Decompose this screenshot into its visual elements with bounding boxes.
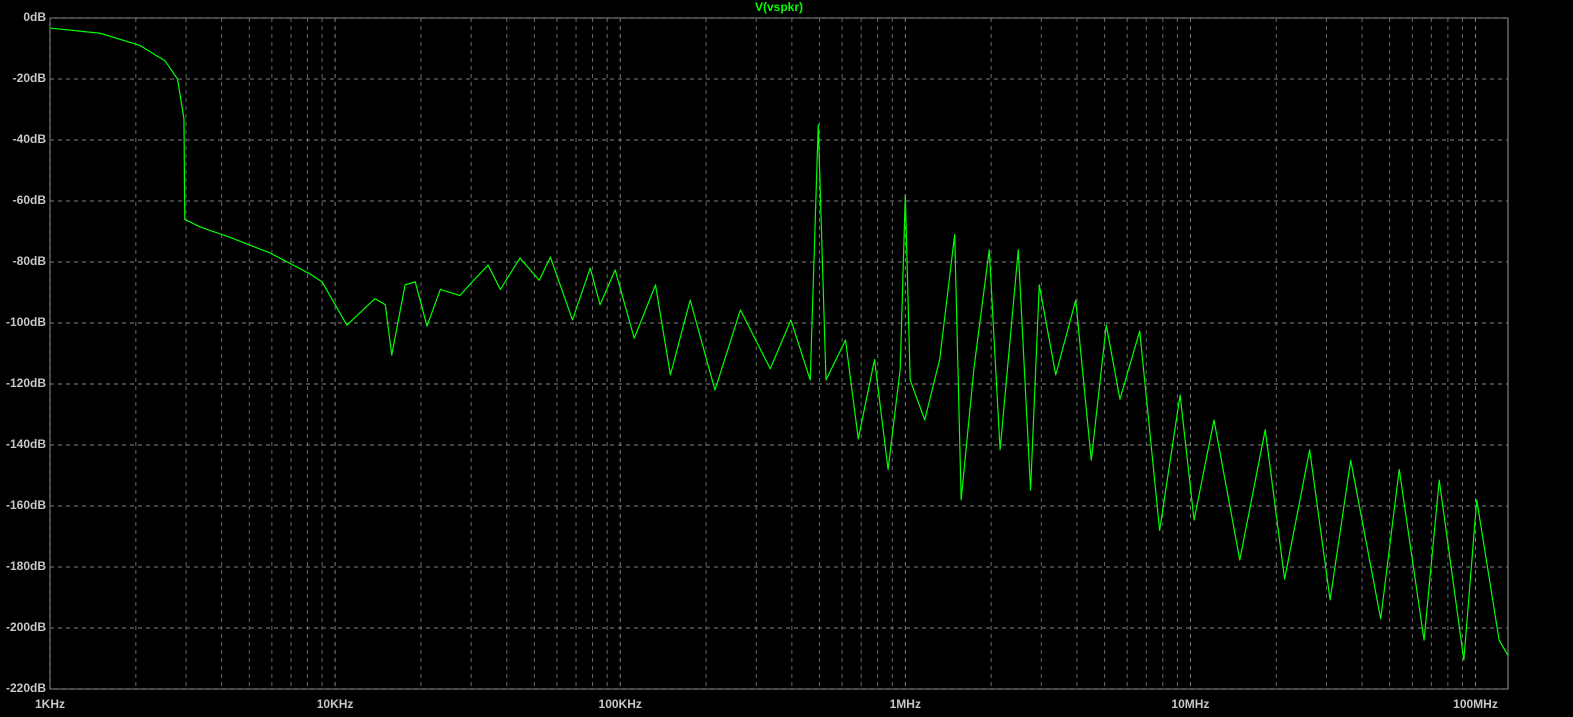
- chart-title: V(vspkr): [755, 0, 803, 14]
- x-tick-label: 10MHz: [1171, 697, 1209, 711]
- x-tick-label: 1MHz: [890, 697, 921, 711]
- y-tick-label: -100dB: [6, 315, 46, 329]
- y-tick-label: 0dB: [23, 10, 46, 24]
- x-tick-label: 1KHz: [35, 697, 65, 711]
- y-tick-label: -180dB: [6, 559, 46, 573]
- plot-frame: [49, 17, 1509, 690]
- y-tick-label: -160dB: [6, 498, 46, 512]
- y-tick-label: -60dB: [13, 193, 47, 207]
- y-tick-label: -220dB: [6, 681, 46, 695]
- y-tick-label: -80dB: [13, 254, 47, 268]
- y-tick-label: -140dB: [6, 437, 46, 451]
- x-tick-label: 100KHz: [599, 697, 642, 711]
- y-tick-label: -40dB: [13, 132, 47, 146]
- x-tick-label: 100MHz: [1453, 697, 1498, 711]
- y-tick-label: -20dB: [13, 71, 47, 85]
- y-tick-label: -120dB: [6, 376, 46, 390]
- series-line: [49, 27, 1509, 661]
- x-tick-label: 10KHz: [317, 697, 354, 711]
- y-tick-label: -200dB: [6, 620, 46, 634]
